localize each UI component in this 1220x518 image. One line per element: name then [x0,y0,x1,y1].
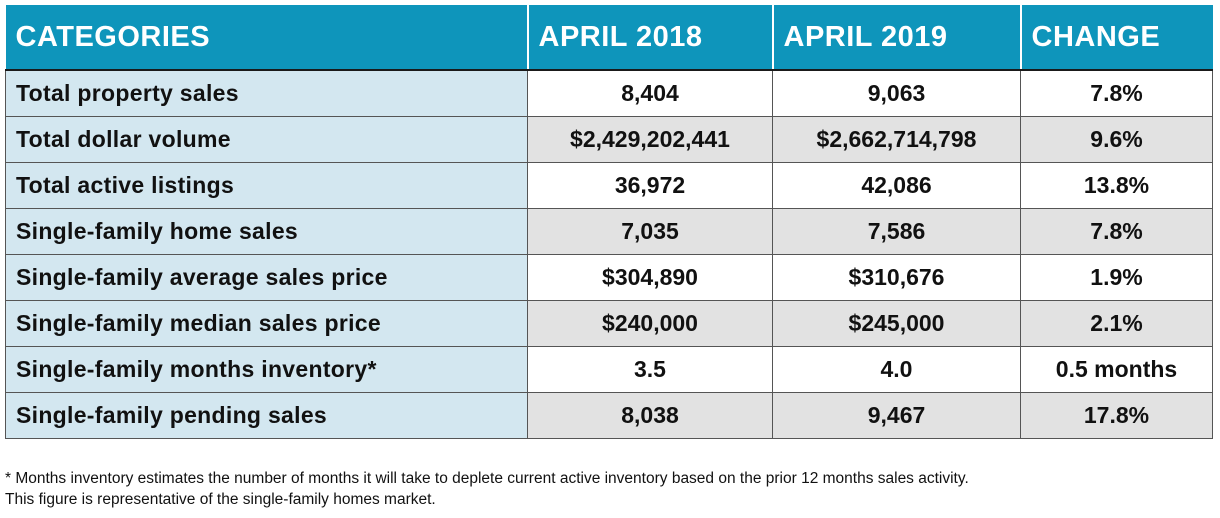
table-row: Single-family months inventory* 3.5 4.0 … [5,346,1213,393]
footnote-line-2: This figure is representative of the sin… [5,491,436,508]
cell-april-2019: 4.0 [772,346,1021,393]
table-row: Single-family pending sales 8,038 9,467 … [5,392,1213,439]
cell-april-2019: 42,086 [772,162,1021,209]
table-row: Total dollar volume $2,429,202,441 $2,66… [5,116,1213,163]
cell-april-2019: 7,586 [772,208,1021,255]
cell-april-2018: $240,000 [527,300,773,347]
cell-change: 2.1% [1020,300,1213,347]
cell-change: 9.6% [1020,116,1213,163]
cell-april-2018: 8,404 [527,69,773,117]
row-category: Single-family home sales [5,208,528,255]
cell-april-2018: $304,890 [527,254,773,301]
cell-change: 1.9% [1020,254,1213,301]
cell-april-2018: 8,038 [527,392,773,439]
header-april-2019: APRIL 2019 [772,5,1022,71]
cell-change: 17.8% [1020,392,1213,439]
row-category: Single-family months inventory* [5,346,528,393]
cell-april-2018: 3.5 [527,346,773,393]
table-row: Total property sales 8,404 9,063 7.8% [5,69,1213,117]
header-april-2018: APRIL 2018 [527,5,774,71]
table-row: Single-family median sales price $240,00… [5,300,1213,347]
header-change: CHANGE [1020,5,1213,71]
data-table-container: CATEGORIES APRIL 2018 APRIL 2019 CHANGE … [5,5,1213,439]
cell-april-2018: $2,429,202,441 [527,116,773,163]
row-category: Total property sales [5,69,528,117]
cell-april-2019: 9,467 [772,392,1021,439]
cell-april-2019: $2,662,714,798 [772,116,1021,163]
cell-change: 13.8% [1020,162,1213,209]
table-header-row: CATEGORIES APRIL 2018 APRIL 2019 CHANGE [5,5,1213,71]
row-category: Single-family average sales price [5,254,528,301]
table-row: Total active listings 36,972 42,086 13.8… [5,162,1213,209]
table-row: Single-family home sales 7,035 7,586 7.8… [5,208,1213,255]
cell-change: 0.5 months [1020,346,1213,393]
cell-april-2019: $310,676 [772,254,1021,301]
cell-april-2019: $245,000 [772,300,1021,347]
row-category: Single-family median sales price [5,300,528,347]
cell-change: 7.8% [1020,69,1213,117]
table-row: Single-family average sales price $304,8… [5,254,1213,301]
cell-change: 7.8% [1020,208,1213,255]
cell-april-2018: 36,972 [527,162,773,209]
footnote: * Months inventory estimates the number … [5,468,1205,510]
cell-april-2018: 7,035 [527,208,773,255]
footnote-line-1: * Months inventory estimates the number … [5,470,969,487]
row-category: Total active listings [5,162,528,209]
row-category: Total dollar volume [5,116,528,163]
row-category: Single-family pending sales [5,392,528,439]
sales-comparison-table: CATEGORIES APRIL 2018 APRIL 2019 CHANGE … [5,5,1213,439]
cell-april-2019: 9,063 [772,69,1021,117]
header-categories: CATEGORIES [5,5,529,71]
